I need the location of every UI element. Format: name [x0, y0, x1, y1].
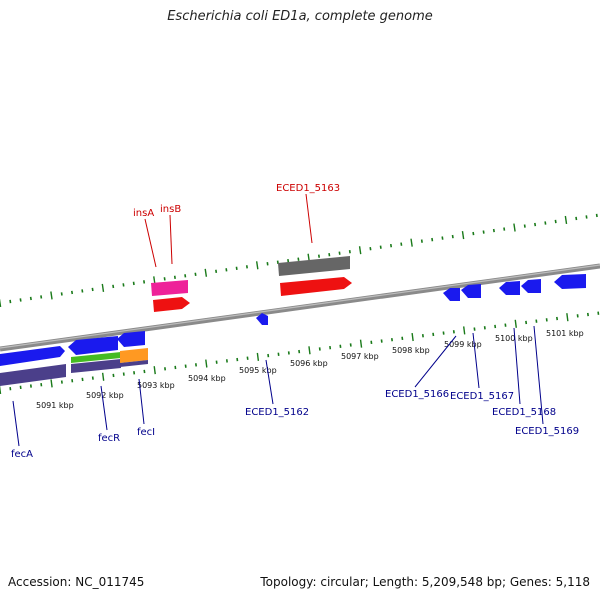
genome-title: Escherichia coli ED1a, complete genome [167, 9, 433, 24]
label-ECED1_5166[interactable]: ECED1_5166 [385, 389, 449, 400]
major-tick [0, 298, 2, 308]
major-tick [101, 283, 105, 292]
major-tick [50, 379, 53, 388]
major-tick [153, 366, 156, 375]
genome-backbone [0, 263, 600, 352]
major-tick [564, 215, 568, 225]
leader-insB [169, 214, 173, 265]
gene-fecR[interactable] [71, 352, 121, 363]
major-tick [101, 372, 105, 381]
major-tick [410, 238, 413, 247]
label-ECED1_5168[interactable]: ECED1_5168 [492, 407, 556, 418]
label-ECED1_5169[interactable]: ECED1_5169 [515, 426, 579, 437]
label-fecI[interactable]: fecI [137, 427, 155, 438]
genome-backbone-highlight [0, 264, 600, 349]
label-fecR[interactable]: fecR [98, 433, 120, 444]
accession-text: Accession: NC_011745 [8, 575, 145, 589]
gene-ECED1_5166-b[interactable] [461, 284, 481, 298]
kbp-label: 5091 kbp [36, 401, 74, 410]
upper-tick-track [0, 213, 598, 308]
kbp-label: 5100 kbp [495, 334, 533, 343]
label-insA[interactable]: insA [133, 208, 154, 219]
label-fecA[interactable]: fecA [11, 449, 33, 460]
kbp-label: 5094 kbp [188, 374, 226, 383]
lower-tick-track [0, 311, 600, 395]
leader-ECED1_5168 [513, 327, 521, 405]
gene-insA[interactable] [151, 280, 188, 296]
major-tick [204, 268, 208, 277]
gene-ECED1_5166-a[interactable] [443, 288, 460, 301]
leader-ECED1_5163 [305, 193, 313, 244]
leader-insA [144, 218, 157, 268]
gene-insB[interactable] [153, 297, 190, 312]
major-tick [462, 326, 466, 335]
kbp-label: 5098 kbp [392, 346, 430, 355]
gene-ECED1_5168[interactable] [521, 279, 541, 293]
gene-fecR-arrow[interactable] [68, 336, 118, 355]
major-tick [359, 339, 363, 348]
kbp-labels: 5091 kbp 5092 kbp 5093 kbp 5094 kbp 5095… [36, 329, 584, 410]
gene-fecI-strip[interactable] [120, 360, 148, 367]
label-ECED1_5162[interactable]: ECED1_5162 [245, 407, 309, 418]
gene-ECED1_5163-gray[interactable] [278, 256, 350, 276]
gene-fecI[interactable] [120, 348, 148, 363]
label-ECED1_5163[interactable]: ECED1_5163 [276, 183, 340, 194]
major-tick [358, 246, 362, 255]
major-tick [0, 385, 2, 395]
major-tick [205, 359, 208, 368]
major-tick [461, 231, 465, 240]
gene-fecA[interactable] [0, 346, 65, 366]
leader-fecR [100, 385, 108, 431]
lower-gene-labels: fecA fecR fecI ECED1_5162 ECED1_5166 ECE… [11, 325, 579, 460]
leader-ECED1_5169 [533, 325, 544, 425]
major-tick [255, 261, 259, 270]
major-tick [308, 346, 311, 355]
major-tick [514, 319, 517, 328]
leader-ECED1_5166 [414, 335, 457, 388]
leader-fecA [12, 400, 20, 447]
kbp-label: 5099 kbp [444, 340, 482, 349]
kbp-label: 5095 kbp [239, 366, 277, 375]
leader-ECED1_5167 [472, 332, 480, 389]
label-insB[interactable]: insB [160, 204, 181, 215]
kbp-label: 5096 kbp [290, 359, 328, 368]
major-tick [50, 291, 53, 300]
kbp-label: 5092 kbp [86, 391, 124, 400]
major-tick [566, 313, 569, 322]
gene-fecA-strip[interactable] [0, 364, 66, 386]
kbp-label: 5093 kbp [137, 381, 175, 390]
leader-fecI [138, 378, 145, 425]
gene-ECED1_5162[interactable] [256, 313, 268, 325]
kbp-label: 5101 kbp [546, 329, 584, 338]
major-tick [411, 332, 414, 342]
leader-ECED1_5162 [265, 359, 274, 405]
upper-gene-labels: insA insB ECED1_5163 [133, 183, 340, 268]
major-tick [513, 223, 516, 232]
gene-fecI-arrow[interactable] [117, 331, 145, 347]
label-ECED1_5167[interactable]: ECED1_5167 [450, 391, 514, 402]
major-tick [256, 352, 260, 361]
genome-info-text: Topology: circular; Length: 5,209,548 bp… [260, 575, 590, 589]
kbp-label: 5097 kbp [341, 352, 379, 361]
gene-ECED1_5169[interactable] [554, 274, 586, 289]
gene-ECED1_5167[interactable] [499, 281, 520, 295]
gene-fecR-strip[interactable] [71, 359, 121, 373]
gene-ECED1_5163[interactable] [280, 277, 352, 296]
